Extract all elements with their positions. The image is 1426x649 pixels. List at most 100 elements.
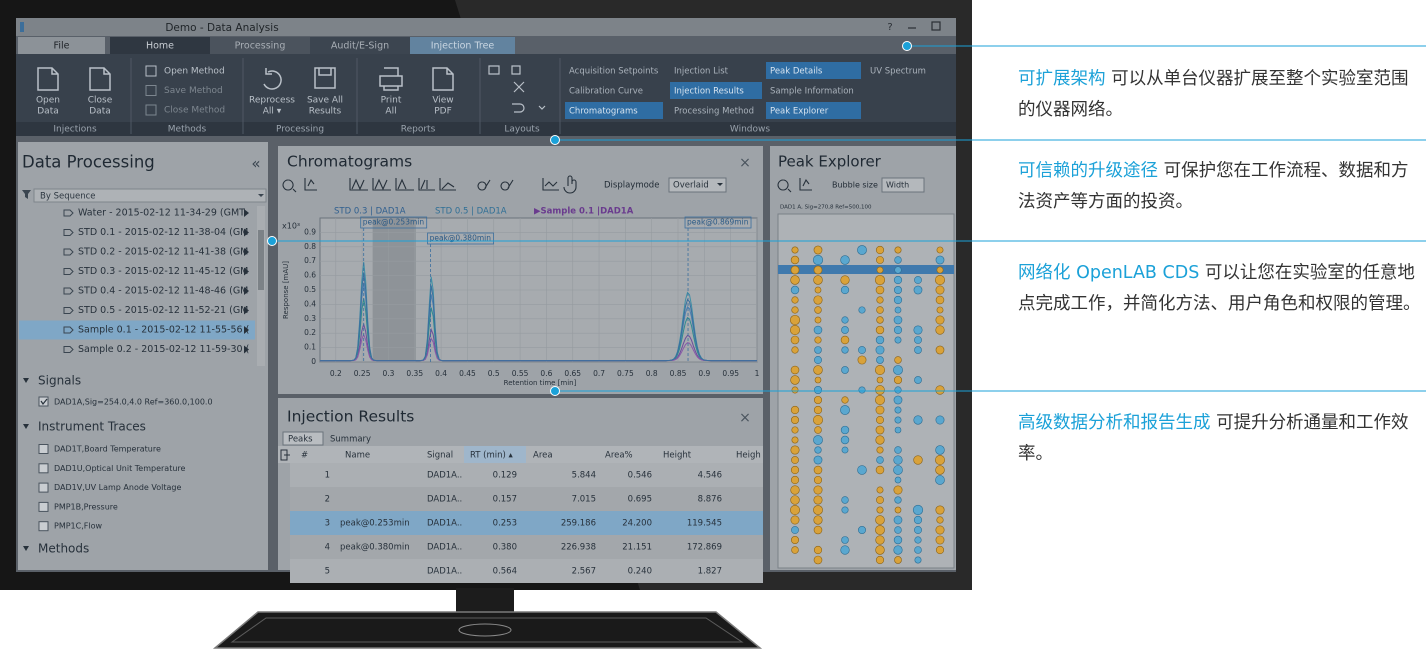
- injection-item[interactable]: STD 0.2 - 2015-02-12 11-41-38 (GM: [78, 247, 248, 258]
- results-tab[interactable]: Peaks: [288, 435, 313, 445]
- window-button[interactable]: Injection Results: [674, 87, 744, 97]
- window-button-bg: [565, 102, 663, 119]
- tab-label[interactable]: Home: [146, 41, 174, 52]
- button-label[interactable]: Close: [88, 96, 113, 106]
- button-label[interactable]: Open: [36, 96, 60, 106]
- display-mode-value[interactable]: Overlaid: [673, 181, 709, 191]
- tab-label[interactable]: Processing: [235, 41, 286, 52]
- bubble: [841, 536, 849, 544]
- bubble: [893, 485, 903, 495]
- section-title[interactable]: Instrument Traces: [38, 420, 146, 434]
- bubble: [935, 345, 945, 355]
- y-tick-label: 0.5: [304, 285, 316, 294]
- maximize-button[interactable]: [931, 21, 941, 31]
- x-tick-label: 0.9: [698, 369, 710, 378]
- window-button[interactable]: Injection List: [674, 67, 729, 77]
- tab-label[interactable]: File: [54, 41, 70, 52]
- checkbox[interactable]: [38, 521, 49, 532]
- filter-dropdown[interactable]: [33, 188, 267, 203]
- checkbox[interactable]: [38, 444, 49, 454]
- button-label[interactable]: View: [432, 96, 453, 106]
- checkbox[interactable]: [38, 501, 49, 512]
- window-button[interactable]: Sample Information: [770, 87, 854, 97]
- checkbox[interactable]: [38, 396, 49, 407]
- button-label[interactable]: All: [385, 107, 396, 117]
- injection-item[interactable]: Sample 0.2 - 2015-02-12 11-59-30 (: [78, 344, 249, 355]
- checkbox[interactable]: [38, 463, 49, 474]
- y-scale: x10³: [282, 222, 300, 231]
- bubble: [894, 246, 902, 254]
- button-label[interactable]: Data: [89, 107, 111, 117]
- column-header[interactable]: #: [301, 451, 308, 461]
- injection-item[interactable]: Sample 0.1 - 2015-02-12 11-55-56 (: [78, 325, 249, 336]
- bubble: [914, 546, 922, 554]
- results-tab[interactable]: Summary: [330, 435, 371, 445]
- filter-value[interactable]: By Sequence: [40, 192, 96, 202]
- method-button[interactable]: Save Method: [164, 86, 223, 96]
- injection-item[interactable]: STD 0.3 - 2015-02-12 11-45-12 (GM: [78, 266, 248, 277]
- collapse-button[interactable]: «: [251, 155, 260, 173]
- bubble-size-dropdown[interactable]: [881, 177, 925, 193]
- bubble: [858, 386, 866, 394]
- window-button[interactable]: Processing Method: [674, 107, 754, 117]
- column-header[interactable]: Name: [345, 451, 370, 461]
- injection-icon: [63, 229, 74, 236]
- tab[interactable]: [210, 37, 310, 54]
- table-cell: DAD1A..: [427, 519, 462, 529]
- column-header[interactable]: Signal: [427, 451, 453, 461]
- injection-item[interactable]: STD 0.5 - 2015-02-12 11-52-21 (GM: [78, 305, 248, 316]
- column-header[interactable]: RT (min) ▴: [470, 451, 514, 461]
- column-header[interactable]: Area: [533, 451, 553, 461]
- close-button[interactable]: ×: [739, 410, 751, 426]
- table-cell: 0.564: [493, 567, 517, 577]
- bubble: [875, 395, 885, 405]
- bubble: [935, 465, 945, 475]
- button-label[interactable]: Save All: [307, 96, 343, 106]
- window-button[interactable]: Acquisition Setpoints: [569, 67, 659, 77]
- window-button[interactable]: Peak Explorer: [770, 107, 829, 117]
- section-title[interactable]: Methods: [38, 542, 89, 556]
- tab[interactable]: [110, 37, 210, 54]
- column-header[interactable]: Area%: [605, 451, 633, 461]
- button-label[interactable]: Data: [37, 107, 59, 117]
- tab[interactable]: [310, 37, 410, 54]
- window-button[interactable]: Chromatograms: [569, 107, 638, 117]
- button-label[interactable]: All ▾: [263, 107, 282, 117]
- tab-active: [282, 431, 324, 446]
- bubble-size-value[interactable]: Width: [886, 181, 909, 190]
- window-button[interactable]: Peak Details: [770, 67, 823, 77]
- button-label[interactable]: Reprocess: [249, 96, 295, 106]
- tab-label[interactable]: Injection Tree: [431, 41, 495, 52]
- button-label[interactable]: Results: [309, 107, 342, 117]
- column-header[interactable]: Heigh: [736, 451, 761, 461]
- tab-label[interactable]: Audit/E-Sign: [331, 41, 389, 52]
- column-header[interactable]: Height: [663, 451, 692, 461]
- window-button[interactable]: Calibration Curve: [569, 87, 643, 97]
- button-label[interactable]: Print: [381, 96, 402, 106]
- injection-item[interactable]: Water - 2015-02-12 11-34-29 (GMT: [78, 208, 245, 219]
- bubble: [874, 274, 886, 286]
- base-ring: [458, 623, 512, 637]
- checkbox[interactable]: [38, 482, 49, 493]
- method-button[interactable]: Close Method: [164, 106, 225, 116]
- injection-item[interactable]: STD 0.4 - 2015-02-12 11-48-46 (GM: [78, 286, 248, 297]
- tab[interactable]: [410, 37, 515, 54]
- bubble: [840, 275, 850, 285]
- help-button[interactable]: ?: [887, 22, 892, 33]
- bubble: [841, 446, 849, 454]
- tab[interactable]: [18, 37, 105, 54]
- button-label[interactable]: PDF: [434, 107, 452, 117]
- injection-item[interactable]: STD 0.1 - 2015-02-12 11-38-04 (GM: [78, 227, 248, 238]
- bubble: [894, 386, 902, 394]
- display-mode-dropdown[interactable]: [668, 177, 727, 193]
- section-title[interactable]: Signals: [38, 374, 81, 388]
- close-button[interactable]: ×: [739, 155, 751, 171]
- method-button[interactable]: Open Method: [164, 67, 225, 77]
- window-button[interactable]: UV Spectrum: [870, 67, 926, 77]
